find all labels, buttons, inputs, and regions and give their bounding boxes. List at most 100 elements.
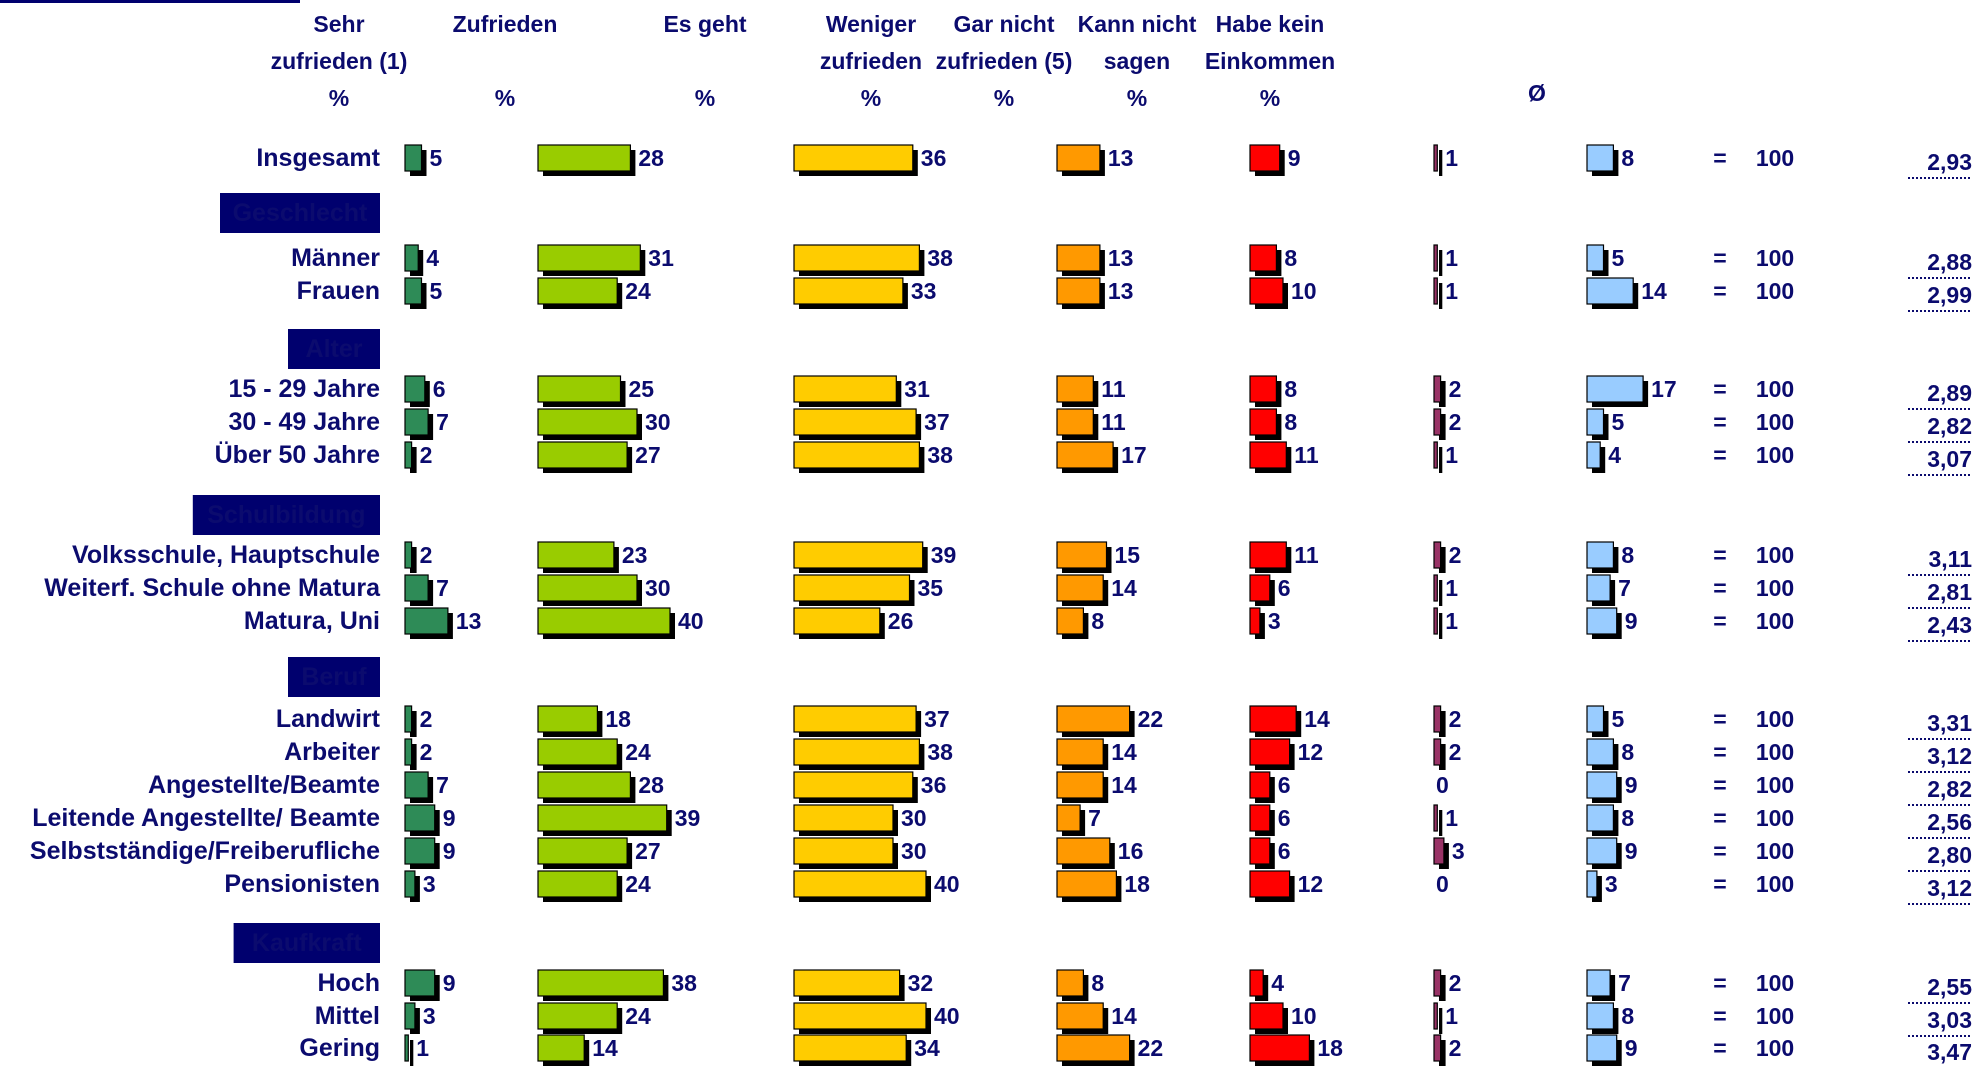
equals-sign: = (1713, 772, 1726, 798)
group-header-label: Beruf (301, 663, 367, 691)
column-header-habe-kein-einkommen: Habe kein Einkommen % (1180, 6, 1360, 117)
data-label-zufr: 27 (635, 838, 661, 864)
data-label-garnicht: 18 (1317, 1035, 1343, 1061)
bar-weniger (1056, 837, 1111, 865)
row-label: Arbeiter (284, 738, 380, 766)
equals-sign: = (1713, 145, 1726, 171)
bar-garnicht (1249, 969, 1264, 997)
group-header-box (288, 329, 380, 369)
row-total: 100 (1756, 772, 1794, 798)
column-header-line2: Einkommen (1204, 48, 1336, 74)
average-symbol: Ø (1528, 80, 1546, 106)
data-label-habe: 17 (1651, 376, 1677, 402)
data-label-garnicht: 4 (1271, 970, 1284, 996)
data-label-esgeht: 38 (927, 442, 953, 468)
data-label-garnicht: 6 (1278, 772, 1291, 798)
data-label-weniger: 8 (1091, 970, 1104, 996)
data-label-kann: 2 (1449, 376, 1462, 402)
bar-habe (1586, 1034, 1618, 1062)
bar-weniger (1056, 705, 1131, 733)
average-value: 3,07 (1927, 446, 1972, 472)
bar-sehr (404, 870, 416, 898)
bar-garnicht (1249, 705, 1297, 733)
bar-habe (1586, 144, 1614, 172)
data-label-kann: 2 (1449, 706, 1462, 732)
data-label-weniger: 8 (1091, 608, 1104, 634)
data-label-sehr: 5 (430, 278, 443, 304)
bar-garnicht (1249, 375, 1277, 403)
bar-shadow (1439, 250, 1443, 276)
column-header-line2: sagen (1103, 48, 1171, 74)
equals-sign: = (1713, 442, 1726, 468)
bar-weniger (1056, 1034, 1131, 1062)
data-label-kann: 1 (1445, 245, 1458, 271)
bar-kann (1433, 375, 1442, 403)
column-header-line1: Sehr (313, 11, 365, 37)
data-label-sehr: 2 (420, 542, 433, 568)
data-label-weniger: 16 (1118, 838, 1144, 864)
data-label-esgeht: 30 (901, 805, 927, 831)
row-label: Männer (291, 244, 380, 272)
data-label-habe: 8 (1621, 739, 1634, 765)
bar-kann (1433, 144, 1438, 172)
row-total: 100 (1756, 838, 1794, 864)
row-total: 100 (1756, 1035, 1794, 1061)
data-label-garnicht: 12 (1298, 871, 1324, 897)
row-total: 100 (1756, 575, 1794, 601)
bar-sehr (404, 705, 413, 733)
row-total: 100 (1756, 245, 1794, 271)
data-label-habe: 9 (1625, 608, 1638, 634)
equals-sign: = (1713, 542, 1726, 568)
data-label-esgeht: 40 (934, 871, 960, 897)
data-label-weniger: 15 (1115, 542, 1141, 568)
row-label: Mittel (315, 1002, 380, 1030)
bar-zufr (537, 541, 615, 569)
bar-garnicht (1249, 1034, 1311, 1062)
data-label-kann: 1 (1445, 805, 1458, 831)
data-label-weniger: 22 (1138, 706, 1164, 732)
bar-sehr (404, 1034, 409, 1062)
data-label-habe: 5 (1612, 245, 1625, 271)
bar-weniger (1056, 804, 1081, 832)
bar-habe (1586, 441, 1601, 469)
row-label: Insgesamt (256, 144, 380, 172)
data-label-esgeht: 30 (901, 838, 927, 864)
bar-shadow (1439, 580, 1443, 606)
data-label-kann: 2 (1449, 409, 1462, 435)
column-header-line2: zufrieden (819, 48, 923, 74)
data-label-kann: 1 (1445, 145, 1458, 171)
bar-esgeht (793, 541, 924, 569)
row-label: Gering (299, 1034, 380, 1062)
data-label-kann: 1 (1445, 442, 1458, 468)
data-label-esgeht: 36 (921, 145, 947, 171)
data-label-esgeht: 26 (888, 608, 914, 634)
average-value: 3,11 (1929, 546, 1973, 572)
bar-shadow (1439, 547, 1446, 573)
data-label-garnicht: 10 (1291, 278, 1317, 304)
bar-shadow (1439, 711, 1446, 737)
data-label-sehr: 6 (433, 376, 446, 402)
bar-zufr (537, 837, 628, 865)
bar-habe (1586, 607, 1618, 635)
data-label-weniger: 14 (1111, 739, 1137, 765)
bar-habe (1586, 574, 1611, 602)
bar-shadow (1439, 1040, 1446, 1066)
data-label-habe: 14 (1641, 278, 1667, 304)
bar-shadow (1439, 810, 1443, 836)
bar-weniger (1056, 607, 1084, 635)
data-label-garnicht: 12 (1298, 739, 1324, 765)
bar-weniger (1056, 277, 1101, 305)
bar-kann (1433, 244, 1438, 272)
bar-esgeht (793, 607, 881, 635)
data-label-weniger: 17 (1121, 442, 1147, 468)
top-rule (0, 0, 300, 3)
data-label-garnicht: 6 (1278, 805, 1291, 831)
bar-kann (1433, 607, 1438, 635)
row-label: Über 50 Jahre (215, 440, 380, 469)
equals-sign: = (1713, 838, 1726, 864)
data-label-habe: 7 (1618, 575, 1631, 601)
bar-habe (1586, 738, 1614, 766)
data-label-weniger: 13 (1108, 145, 1134, 171)
bar-esgeht (793, 244, 921, 272)
bar-shadow (1439, 1008, 1443, 1034)
